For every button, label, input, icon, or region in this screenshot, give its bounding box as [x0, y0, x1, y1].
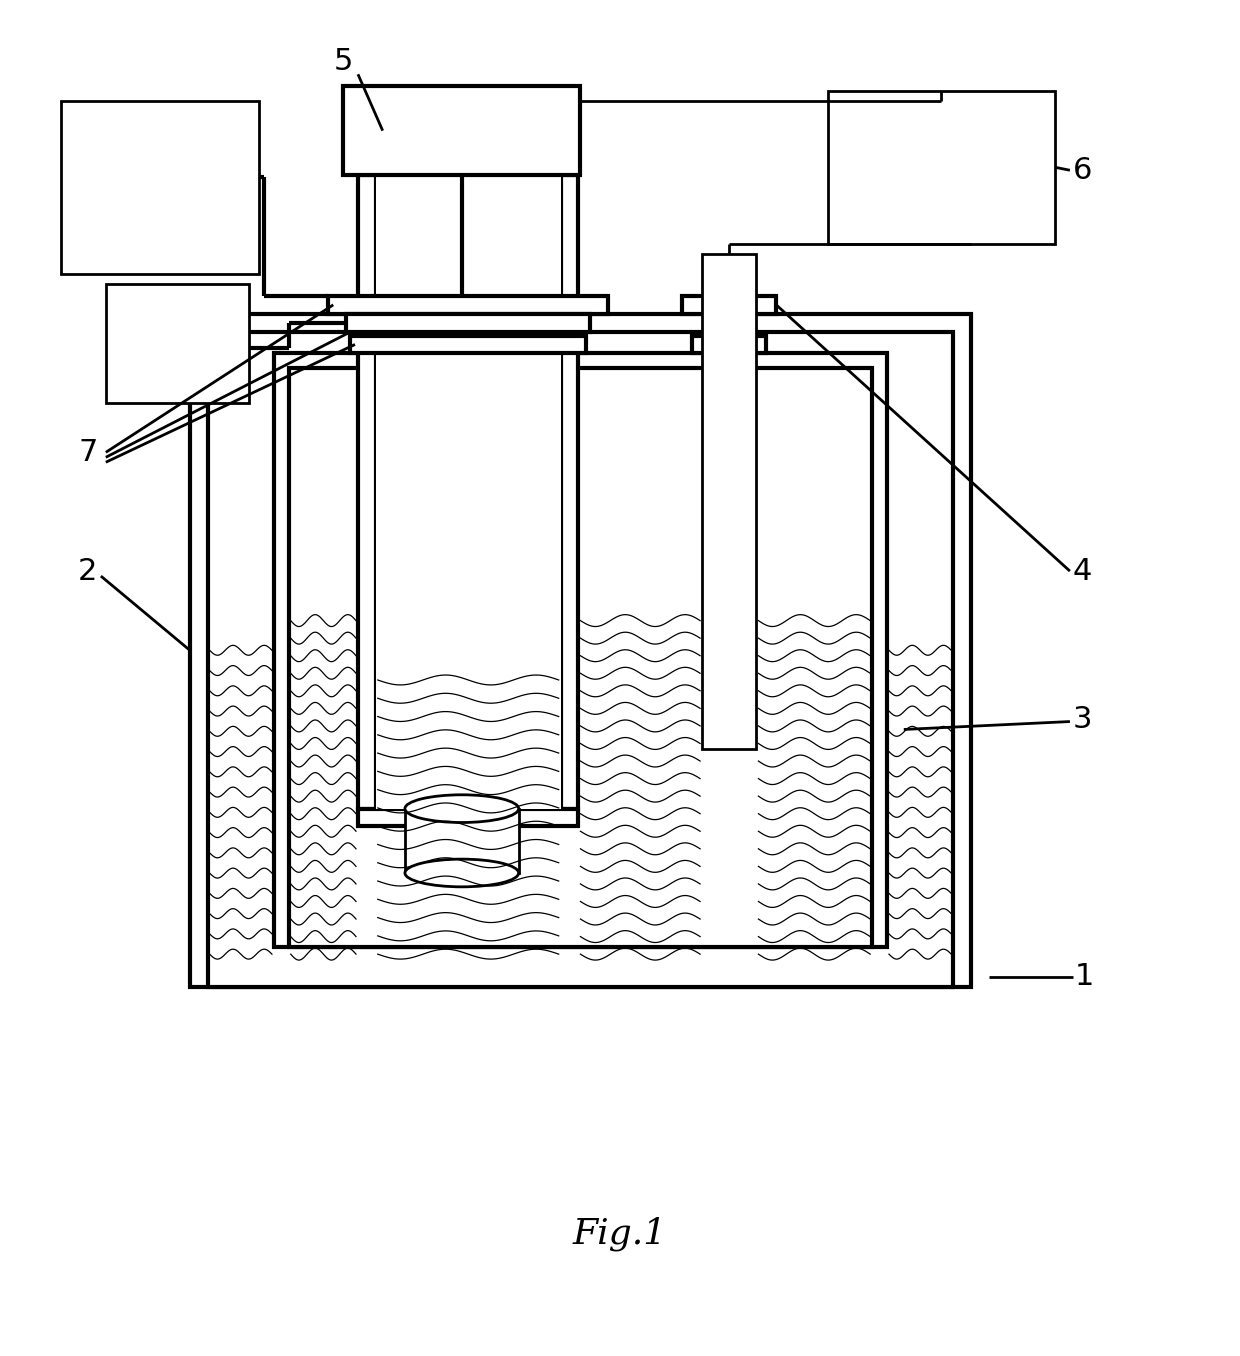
- Bar: [350, 335, 587, 354]
- Bar: [105, 283, 249, 403]
- Text: 1: 1: [1075, 963, 1094, 991]
- Bar: [358, 808, 579, 826]
- Bar: [289, 369, 872, 948]
- Text: 5: 5: [334, 47, 353, 76]
- Bar: [274, 354, 887, 948]
- Bar: [343, 87, 580, 175]
- Bar: [207, 332, 954, 987]
- Text: Fig.1: Fig.1: [573, 1216, 667, 1252]
- Bar: [702, 255, 756, 750]
- Bar: [827, 91, 1055, 244]
- Bar: [405, 808, 520, 873]
- Text: 4: 4: [1073, 556, 1092, 586]
- Ellipse shape: [405, 795, 518, 823]
- Text: 7: 7: [78, 438, 98, 466]
- Bar: [376, 175, 560, 808]
- Bar: [190, 313, 971, 987]
- Bar: [692, 335, 766, 354]
- Bar: [358, 175, 376, 808]
- Text: 2: 2: [78, 556, 98, 586]
- Ellipse shape: [405, 860, 518, 887]
- Bar: [61, 100, 259, 274]
- Text: 6: 6: [1073, 156, 1092, 184]
- Bar: [560, 175, 579, 808]
- Bar: [682, 296, 776, 313]
- Bar: [346, 313, 590, 332]
- Bar: [329, 296, 608, 313]
- Text: 3: 3: [1073, 705, 1092, 734]
